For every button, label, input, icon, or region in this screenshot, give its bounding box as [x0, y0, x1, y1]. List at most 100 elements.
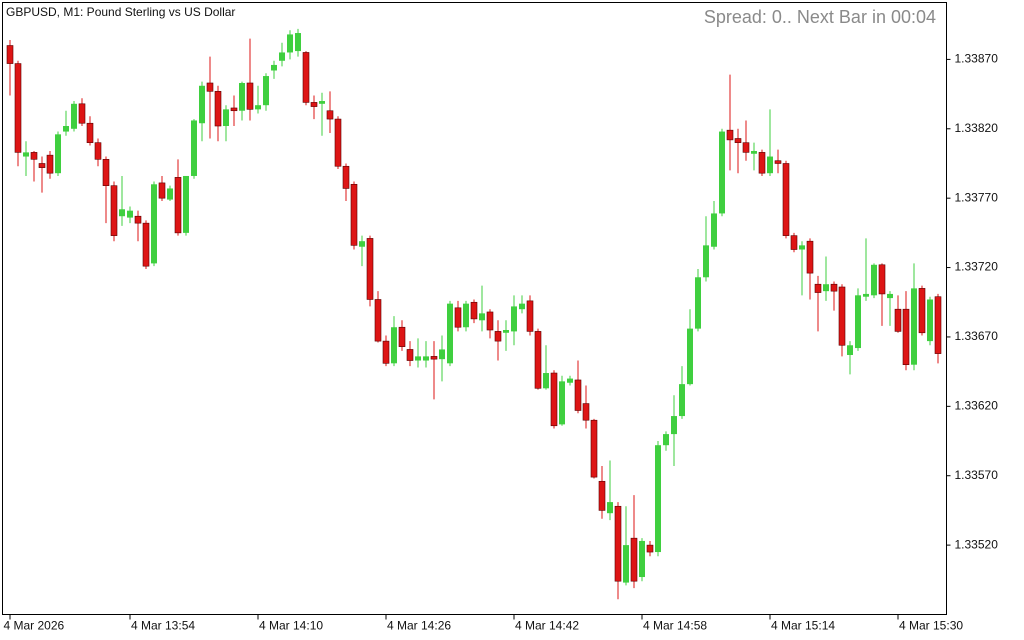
y-tick-label: 1.33720 [955, 260, 999, 274]
candle-body [559, 381, 565, 425]
candle-body [703, 245, 709, 278]
candle-body [607, 502, 613, 514]
candle-body [246, 82, 254, 110]
candle-body [430, 356, 438, 360]
candle-body [894, 308, 902, 332]
candle-body [86, 122, 94, 143]
candle-body [734, 138, 742, 143]
candle-body [494, 331, 502, 342]
candle-body [158, 182, 166, 199]
candle-body [230, 107, 238, 112]
candle-body [855, 295, 861, 349]
candle-body [23, 152, 29, 157]
candle-body [119, 209, 125, 217]
candle-body [255, 105, 261, 110]
candle-body [295, 33, 301, 52]
candle-body [374, 299, 382, 342]
candle-body [567, 378, 573, 383]
candle-body [871, 264, 877, 296]
candle-body [142, 222, 150, 267]
candle-body [78, 103, 86, 124]
candle-body [46, 154, 54, 174]
candle-body [646, 544, 654, 553]
candle-body [758, 152, 766, 174]
candle-body [470, 301, 478, 320]
candle-body [574, 379, 582, 411]
candle-body [918, 288, 926, 334]
candle-body [663, 434, 669, 446]
candle-body [486, 311, 494, 331]
candle-body [598, 480, 606, 511]
candle-body [774, 160, 782, 164]
x-tick-label: 4 Mar 13:54 [131, 619, 195, 633]
y-tick-label: 1.33770 [955, 190, 999, 204]
candle-body [751, 150, 757, 154]
candle-body [814, 283, 822, 293]
candle-body [423, 356, 429, 361]
candle-body [382, 340, 390, 364]
candle-body [726, 129, 734, 141]
x-tick-label: 4 Mar 15:14 [771, 619, 835, 633]
y-tick-label: 1.33870 [955, 52, 999, 66]
candle-body [863, 293, 869, 297]
candle-body [206, 82, 214, 92]
candle-body [447, 303, 453, 364]
candle-body [398, 326, 406, 347]
candle-body [830, 283, 838, 292]
candle-body [415, 356, 421, 361]
candle-body [263, 76, 269, 106]
candle-body [174, 177, 182, 234]
candle-body [511, 306, 517, 332]
candle-body [319, 101, 325, 104]
y-tick-label: 1.33820 [955, 121, 999, 135]
candle-body [359, 241, 365, 247]
candle-body [334, 118, 342, 167]
candle-body [767, 156, 773, 174]
candle-body [199, 85, 205, 124]
candle-body [439, 349, 445, 360]
x-tick-label: 4 Mar 14:26 [387, 619, 451, 633]
candle-body [366, 238, 374, 300]
x-tick-label: 4 Mar 14:10 [259, 619, 323, 633]
candle-body [799, 245, 805, 250]
x-tick-label: 4 Mar 15:30 [899, 619, 963, 633]
candle-body [847, 345, 853, 355]
candle-body [887, 293, 893, 299]
y-tick-label: 1.33670 [955, 329, 999, 343]
candle-body [911, 288, 917, 365]
candle-body [719, 131, 725, 214]
candle-body [782, 163, 790, 236]
candle-body [310, 102, 318, 107]
status-annotation: Spread: 0.. Next Bar in 00:04 [704, 7, 936, 27]
candle-body [14, 63, 22, 153]
candle-body [350, 183, 358, 246]
y-tick-label: 1.33570 [955, 468, 999, 482]
candle-body [214, 91, 222, 127]
y-tick-label: 1.33520 [955, 537, 999, 551]
candle-body [711, 213, 717, 247]
candle-body [614, 505, 622, 582]
x-tick-label: 4 Mar 14:58 [643, 619, 707, 633]
candle-body [695, 277, 701, 329]
candle-body [127, 210, 133, 218]
candle-body [806, 240, 814, 274]
candle-body [271, 64, 277, 71]
candle-body [167, 188, 173, 200]
chart-title: GBPUSD, M1: Pound Sterling vs US Dollar [6, 5, 235, 19]
candle-body [38, 163, 46, 168]
candle-body [838, 286, 846, 346]
candle-body [927, 299, 933, 342]
x-tick-label: 4 Mar 14:42 [515, 619, 579, 633]
candle-body [134, 215, 142, 224]
candle-body [302, 52, 310, 103]
candle-body [503, 330, 509, 333]
candle-body [191, 120, 197, 176]
candle-body [582, 403, 590, 421]
candle-body [55, 134, 61, 174]
candle-body [687, 328, 693, 385]
candle-body [94, 142, 102, 160]
candle-body [342, 165, 350, 189]
candle-body [878, 264, 886, 295]
candle-body [479, 313, 485, 321]
